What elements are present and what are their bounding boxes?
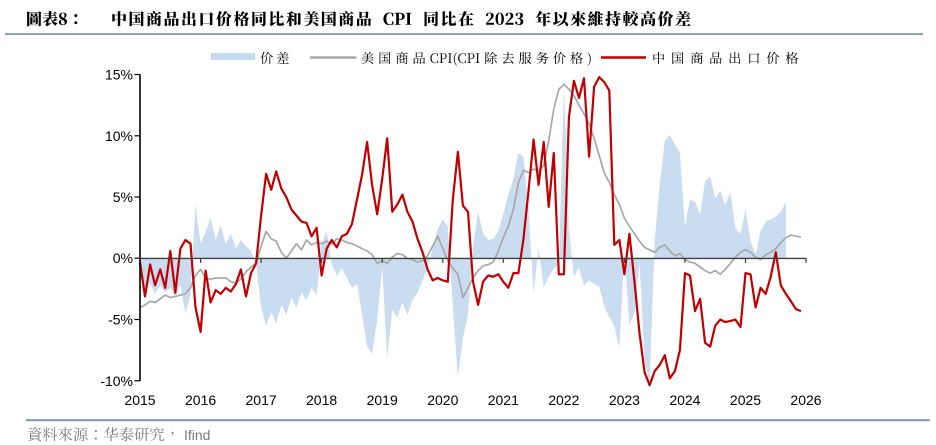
svg-text:-5%: -5% bbox=[108, 312, 133, 328]
svg-text:0%: 0% bbox=[113, 250, 133, 266]
svg-text:15%: 15% bbox=[105, 67, 133, 83]
svg-text:2017: 2017 bbox=[246, 392, 277, 408]
svg-text:2018: 2018 bbox=[306, 392, 337, 408]
svg-text:10%: 10% bbox=[105, 128, 133, 144]
svg-text:2023: 2023 bbox=[609, 392, 640, 408]
svg-text:2024: 2024 bbox=[669, 392, 700, 408]
svg-text:2020: 2020 bbox=[427, 392, 458, 408]
svg-text:2019: 2019 bbox=[367, 392, 398, 408]
svg-text:-10%: -10% bbox=[100, 373, 133, 389]
svg-text:2015: 2015 bbox=[124, 392, 155, 408]
svg-text:2016: 2016 bbox=[185, 392, 216, 408]
svg-text:2022: 2022 bbox=[548, 392, 579, 408]
svg-text:5%: 5% bbox=[113, 189, 133, 205]
svg-text:Ifind: Ifind bbox=[184, 427, 210, 443]
svg-text:2026: 2026 bbox=[790, 392, 821, 408]
svg-text:2025: 2025 bbox=[730, 392, 761, 408]
svg-text:2021: 2021 bbox=[488, 392, 519, 408]
